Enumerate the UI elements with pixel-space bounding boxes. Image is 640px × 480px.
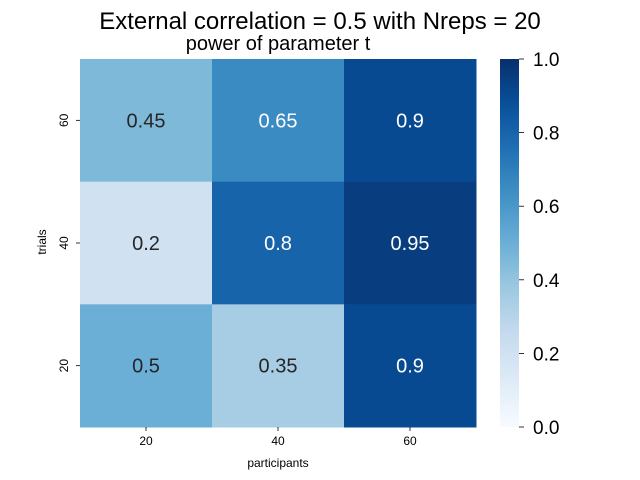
cell-value-label: 0.45	[127, 110, 166, 132]
heatmap-cell	[80, 181, 213, 305]
y-tick-label: 60	[57, 113, 71, 127]
cell-value-label: 0.5	[132, 356, 160, 378]
heatmap-cell	[80, 59, 213, 183]
colorbar-ticks: 0.0 0.2 0.4 0.6 0.8 1.0	[519, 50, 560, 439]
heatmap-cell	[212, 181, 345, 305]
cell-value-label: 0.65	[259, 110, 298, 132]
colorbar-tick-label: 1.0	[533, 50, 559, 71]
heatmap-cell	[344, 304, 477, 428]
colorbar-tick-label: 0.0	[533, 418, 559, 439]
cell-value-label: 0.8	[264, 233, 292, 255]
y-tick-label: 40	[57, 236, 71, 250]
cell-value-label: 0.9	[396, 110, 424, 132]
heatmap-cell	[212, 304, 345, 428]
x-tick-label: 60	[403, 434, 417, 448]
x-tick-label: 20	[139, 434, 153, 448]
heatmap-cells: 0.45 0.65 0.9 0.2 0.8 0.95 0.5 0.35 0.9	[80, 59, 477, 428]
heatmap-cell	[80, 304, 213, 428]
heatmap-cell	[344, 181, 477, 305]
y-axis-ticks: 60 40 20	[57, 113, 80, 372]
x-tick-label: 40	[271, 434, 285, 448]
x-axis-label: participants	[247, 456, 308, 470]
colorbar	[500, 59, 519, 427]
chart-title: External correlation = 0.5 with Nreps = …	[99, 8, 541, 35]
heatmap-cell	[344, 59, 477, 183]
colorbar-tick-label: 0.2	[533, 344, 559, 365]
cell-value-label: 0.95	[391, 233, 430, 255]
y-axis-label: trials	[35, 229, 49, 254]
colorbar-tick-label: 0.8	[533, 124, 559, 145]
cell-value-label: 0.2	[132, 233, 160, 255]
cell-value-label: 0.9	[396, 356, 424, 378]
cell-value-label: 0.35	[259, 356, 298, 378]
x-axis-ticks: 20 40 60	[139, 427, 417, 448]
colorbar-tick-label: 0.6	[533, 197, 559, 218]
heatmap-cell	[212, 59, 345, 183]
chart-subtitle: power of parameter t	[186, 33, 371, 55]
y-tick-label: 20	[57, 359, 71, 373]
colorbar-tick-label: 0.4	[533, 271, 560, 292]
